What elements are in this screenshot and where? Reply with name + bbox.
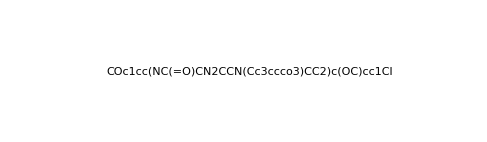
Text: COc1cc(NC(=O)CN2CCN(Cc3ccco3)CC2)c(OC)cc1Cl: COc1cc(NC(=O)CN2CCN(Cc3ccco3)CC2)c(OC)cc… [106,67,393,77]
